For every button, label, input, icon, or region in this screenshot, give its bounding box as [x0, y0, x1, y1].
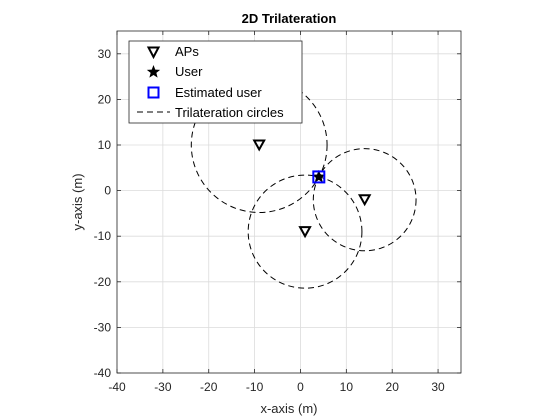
x-tick-label: 20: [386, 380, 400, 394]
ap-marker: [357, 194, 372, 207]
x-tick-label: 30: [431, 380, 445, 394]
plot-frame: [116, 30, 462, 374]
legend-box: [128, 40, 303, 124]
y-tick-label: -30: [94, 320, 112, 334]
x-axis-label: x-axis (m): [260, 401, 317, 416]
y-tick-label: 10: [98, 138, 112, 152]
x-tick-labels: -40 -30 -20 -10 0 10 20 30: [108, 380, 445, 394]
legend-item-trilateration-circles: Trilateration circles: [137, 105, 284, 120]
legend-label-user: User: [175, 64, 203, 79]
ap-marker: [298, 226, 312, 239]
markers: [252, 139, 372, 239]
legend-star-icon: [146, 65, 161, 78]
x-tick-label: 10: [340, 380, 354, 394]
legend-triangle-icon: [146, 46, 161, 60]
ap-marker: [252, 139, 266, 152]
x-tick-label: -20: [200, 380, 218, 394]
legend-square-icon: [147, 86, 160, 99]
trilateration-circle: [190, 77, 328, 213]
y-tick-labels: -40 -30 -20 -10 0 10 20 30: [94, 47, 112, 380]
trilateration-circles: [190, 77, 417, 289]
legend-label-trilateration-circles: Trilateration circles: [175, 105, 284, 120]
y-tick-label: -10: [94, 229, 112, 243]
user-marker: [312, 169, 326, 183]
y-axis-label: y-axis (m): [70, 173, 85, 230]
x-tick-label: -30: [154, 380, 172, 394]
chart-title: 2D Trilateration: [242, 11, 337, 26]
y-tick-label: 30: [98, 47, 112, 61]
legend-label-aps: APs: [175, 44, 199, 59]
trilateration-circle: [312, 148, 417, 252]
y-tick-label: 0: [104, 184, 111, 198]
ticks: [116, 31, 461, 374]
trilateration-circle: [247, 174, 363, 289]
legend: APs User Estimated user Trilateration ci…: [128, 40, 303, 124]
x-tick-label: -40: [108, 380, 126, 394]
x-tick-label: -10: [246, 380, 264, 394]
y-tick-label: -40: [94, 366, 112, 380]
legend-item-aps: APs: [146, 44, 199, 60]
legend-label-estimated-user: Estimated user: [175, 85, 262, 100]
y-tick-label: -20: [94, 275, 112, 289]
legend-item-estimated-user: Estimated user: [147, 85, 262, 100]
y-tick-label: 20: [98, 92, 112, 106]
legend-item-user: User: [146, 64, 203, 79]
estimated-user-marker: [312, 170, 326, 184]
x-tick-label: 0: [297, 380, 304, 394]
